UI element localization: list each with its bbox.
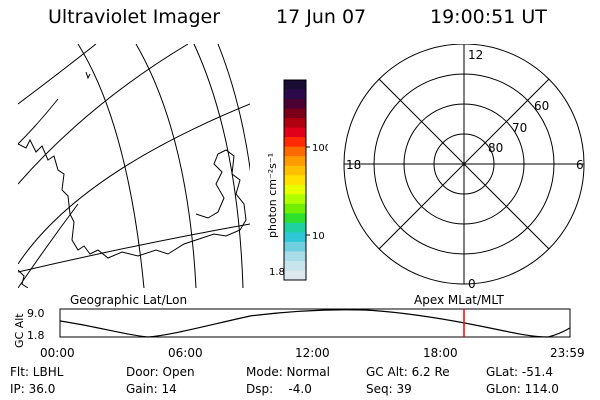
gain-status: Gain: 14 [126,382,177,396]
ip-status: IP: 36.0 [10,382,56,396]
colorbar-swatch [284,203,306,214]
geographic-map [18,44,250,288]
gc-alt-status: GC Alt: 6.2 Re [366,365,450,379]
colorbar-tick-10: 10 [312,231,325,242]
dsp-status: Dsp: -4.0 [246,382,312,396]
colorbar-swatch [284,99,306,110]
timeline-frame [59,308,571,338]
lat-label-80: 80 [488,141,503,155]
time-label: 19:00:51 UT [430,6,547,28]
lon-line [18,223,250,273]
x-tick-2359: 23:59 [550,346,585,360]
colorbar-swatch [284,194,306,205]
colorbar-swatch [284,127,306,138]
altitude-timeline: GC Alt 9.0 1.8 00:00 06:00 12:00 18:00 2… [13,307,585,360]
mlt-label-18: 18 [346,158,361,172]
x-tick-0600: 06:00 [168,346,203,360]
x-tick-0000: 00:00 [40,346,75,360]
colorbar: photon cm⁻²s⁻¹ 100 10 [266,79,328,281]
lat-arc [193,44,244,288]
colorbar-swatch [284,165,306,176]
colorbar-swatch [284,80,306,91]
lon-line [18,44,97,105]
mlt-diagonal [378,78,550,250]
coastline [18,138,247,259]
colorbar-swatch [284,175,306,186]
lat-label-70: 70 [512,121,527,135]
date-label: 17 Jun 07 [276,6,367,28]
colorbar-swatch [284,213,306,224]
lat-arc [77,44,145,288]
coastline [18,269,29,288]
colorbar-swatch [284,118,306,129]
colorbar-swatch [284,89,306,100]
x-tick-1800: 18:00 [423,346,458,360]
y-tick-1-8: 1.8 [27,329,45,342]
door-status: Door: Open [126,365,195,379]
colorbar-swatch [284,137,306,148]
colorbar-swatch [284,260,306,271]
glat-status: GLat: -51.4 [486,365,553,379]
colorbar-tick-100: 100 [312,143,328,154]
glon-status: GLon: 114.0 [486,382,559,396]
y-tick-9: 9.0 [27,307,45,320]
colorbar-swatch [284,156,306,167]
lon-line [18,98,59,145]
colorbar-swatch [284,222,306,233]
filter-status: Flt: LBHL [10,365,64,379]
colorbar-swatch [284,146,306,157]
lon-line [18,103,250,265]
instrument-title: Ultraviolet Imager [48,6,221,28]
mlt-label-12: 12 [468,48,483,62]
lat-label-60: 60 [534,99,549,113]
colorbar-scale [284,80,306,281]
altitude-curve [59,309,571,338]
lat-arc [135,44,197,288]
polar-plot: 12 18 6 0 60 70 80 [343,44,585,291]
coastline [85,71,91,80]
gc-alt-axis-label: GC Alt [13,313,26,348]
x-tick-1200: 12:00 [295,346,330,360]
apex-label: Apex MLat/MLT [414,293,504,307]
geographic-label: Geographic Lat/Lon [70,293,188,307]
colorbar-swatch [284,241,306,252]
mode-status: Mode: Normal [246,365,330,379]
colorbar-tick-1-8: 1.8 [269,267,285,278]
lon-line [18,44,189,185]
colorbar-swatch [284,251,306,262]
colorbar-swatch [284,270,306,281]
colorbar-swatch [284,108,306,119]
mlt-label-6: 6 [576,158,584,172]
colorbar-swatch [284,232,306,243]
colorbar-swatch [284,184,306,195]
lat-arc [217,44,250,172]
seq-status: Seq: 39 [366,382,412,396]
colorbar-unit-label: photon cm⁻²s⁻¹ [266,153,279,238]
lon-line [18,203,79,288]
mlt-label-0: 0 [468,277,476,291]
